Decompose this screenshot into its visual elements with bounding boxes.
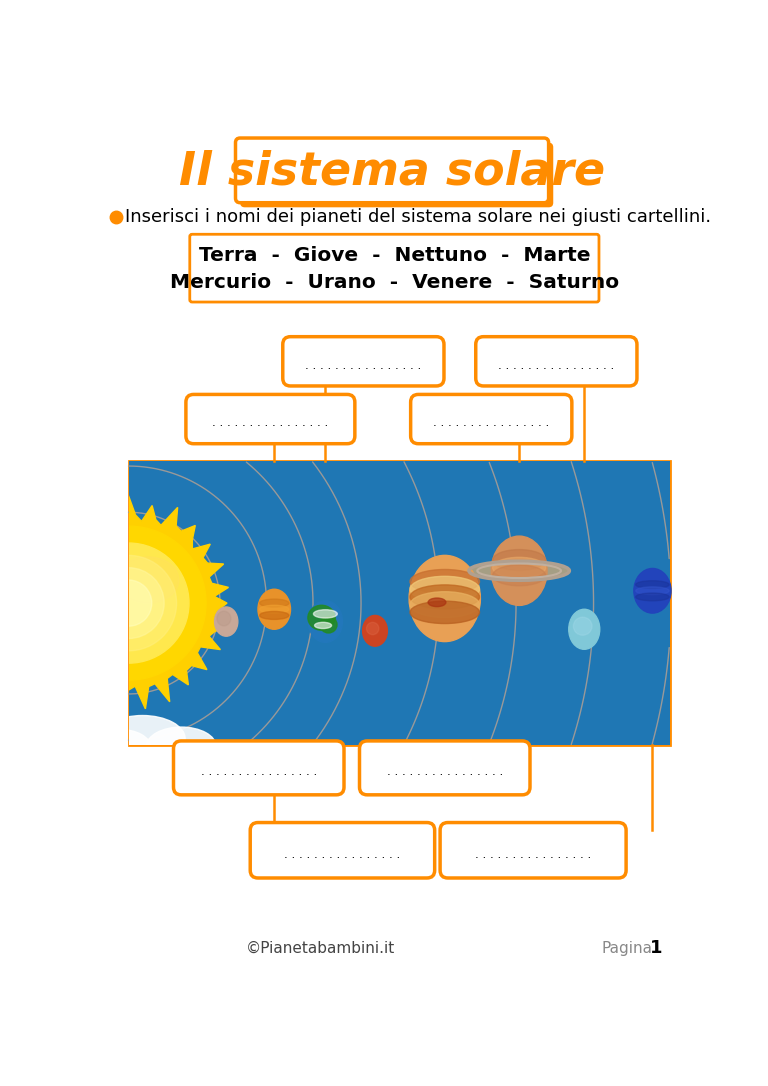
- Ellipse shape: [636, 586, 669, 595]
- Ellipse shape: [469, 561, 569, 580]
- Text: ©Pianetabambini.it: ©Pianetabambini.it: [246, 940, 396, 956]
- FancyBboxPatch shape: [190, 235, 599, 302]
- Ellipse shape: [636, 581, 669, 589]
- Text: Il sistema solare: Il sistema solare: [179, 150, 605, 194]
- FancyBboxPatch shape: [411, 394, 572, 444]
- Ellipse shape: [410, 585, 479, 609]
- FancyBboxPatch shape: [174, 741, 344, 795]
- Ellipse shape: [366, 622, 379, 634]
- Polygon shape: [25, 496, 231, 710]
- FancyBboxPatch shape: [475, 337, 637, 386]
- Text: Inserisci i nomi dei pianeti del sistema solare nei giusti cartellini.: Inserisci i nomi dei pianeti del sistema…: [125, 207, 712, 226]
- Text: . . . . . . . . . . . . . . . .: . . . . . . . . . . . . . . . .: [305, 358, 422, 371]
- FancyBboxPatch shape: [240, 142, 553, 207]
- Ellipse shape: [217, 611, 231, 626]
- Ellipse shape: [308, 601, 343, 643]
- FancyBboxPatch shape: [283, 337, 444, 386]
- Text: 1: 1: [650, 939, 663, 957]
- Ellipse shape: [492, 565, 545, 585]
- Ellipse shape: [260, 611, 289, 619]
- Text: . . . . . . . . . . . . . . . .: . . . . . . . . . . . . . . . .: [284, 847, 401, 860]
- Ellipse shape: [410, 592, 479, 618]
- Ellipse shape: [100, 716, 185, 761]
- Ellipse shape: [88, 730, 151, 763]
- Text: . . . . . . . . . . . . . . . .: . . . . . . . . . . . . . . . .: [200, 766, 317, 779]
- Circle shape: [105, 580, 152, 627]
- Ellipse shape: [492, 536, 547, 605]
- Ellipse shape: [260, 605, 289, 614]
- Text: . . . . . . . . . . . . . . . .: . . . . . . . . . . . . . . . .: [475, 847, 591, 860]
- Ellipse shape: [428, 598, 446, 607]
- Ellipse shape: [147, 727, 216, 766]
- Text: . . . . . . . . . . . . . . . .: . . . . . . . . . . . . . . . .: [498, 358, 614, 371]
- FancyBboxPatch shape: [250, 822, 435, 877]
- Ellipse shape: [117, 557, 179, 603]
- Ellipse shape: [362, 616, 387, 646]
- Circle shape: [51, 526, 206, 680]
- Ellipse shape: [636, 593, 669, 601]
- Text: . . . . . . . . . . . . . . . .: . . . . . . . . . . . . . . . .: [433, 416, 549, 429]
- Circle shape: [81, 555, 177, 651]
- FancyBboxPatch shape: [186, 394, 355, 444]
- Text: . . . . . . . . . . . . . . . .: . . . . . . . . . . . . . . . .: [212, 416, 329, 429]
- FancyBboxPatch shape: [236, 138, 548, 203]
- Ellipse shape: [315, 622, 332, 629]
- Bar: [128, 462, 670, 745]
- Ellipse shape: [492, 557, 545, 578]
- Ellipse shape: [634, 568, 671, 614]
- Bar: [128, 462, 670, 745]
- Ellipse shape: [492, 550, 545, 570]
- Text: Mercurio  -  Urano  -  Venere  -  Saturno: Mercurio - Urano - Venere - Saturno: [170, 274, 619, 292]
- FancyBboxPatch shape: [359, 741, 530, 795]
- Text: . . . . . . . . . . . . . . . .: . . . . . . . . . . . . . . . .: [386, 766, 503, 779]
- Ellipse shape: [569, 609, 600, 649]
- Text: Pagina: Pagina: [601, 940, 652, 956]
- Circle shape: [93, 568, 164, 639]
- FancyBboxPatch shape: [440, 822, 626, 877]
- Ellipse shape: [260, 599, 289, 607]
- Ellipse shape: [410, 569, 479, 594]
- Ellipse shape: [409, 555, 481, 642]
- Ellipse shape: [214, 607, 238, 636]
- Ellipse shape: [410, 577, 479, 602]
- Ellipse shape: [308, 605, 335, 630]
- Ellipse shape: [574, 617, 592, 635]
- Ellipse shape: [313, 609, 337, 618]
- Circle shape: [68, 543, 189, 664]
- Text: Terra  -  Giove  -  Nettuno  -  Marte: Terra - Giove - Nettuno - Marte: [199, 247, 590, 265]
- Ellipse shape: [258, 590, 290, 629]
- Ellipse shape: [410, 602, 479, 623]
- Ellipse shape: [320, 617, 337, 633]
